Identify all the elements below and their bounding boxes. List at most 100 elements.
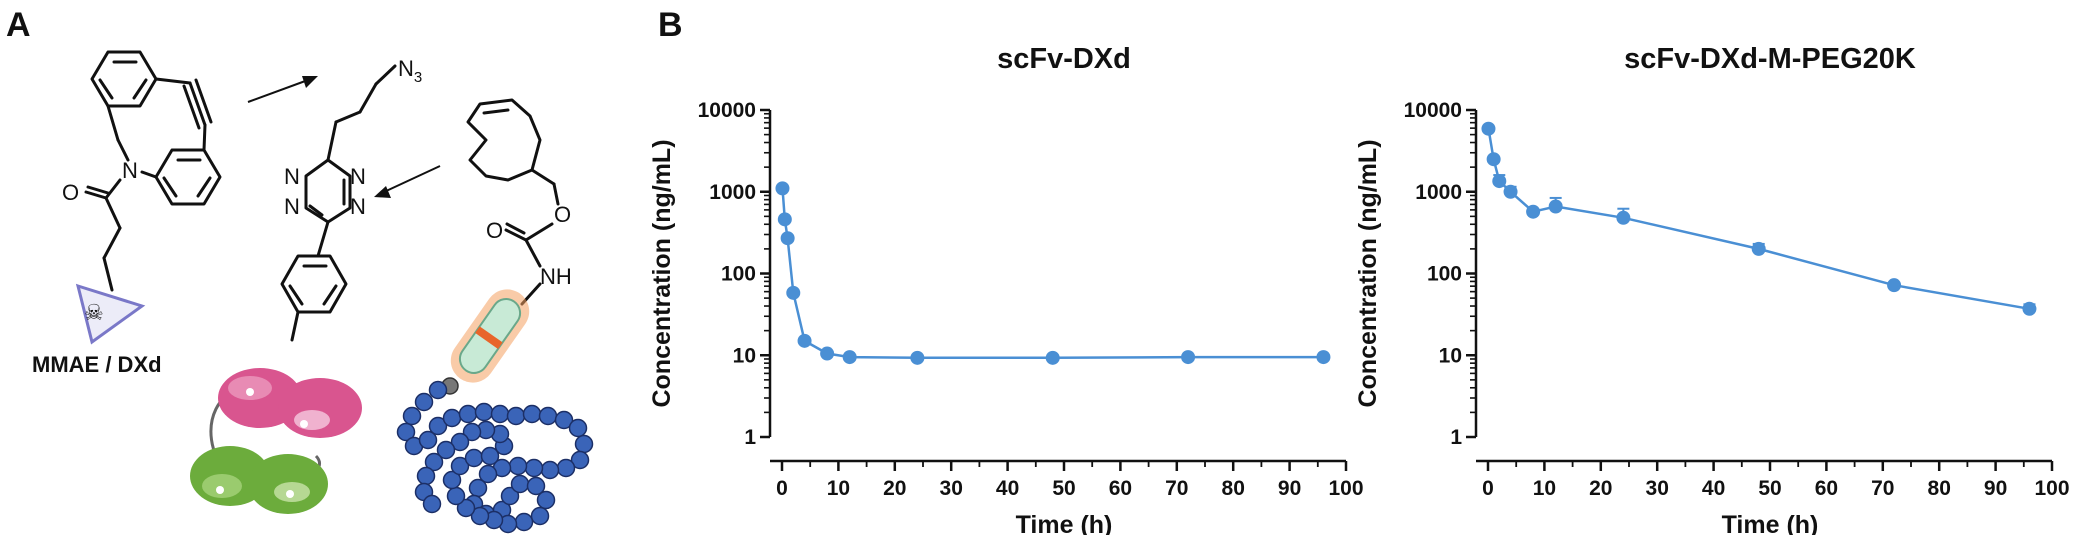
data-point — [1316, 350, 1331, 365]
peg-bead — [514, 512, 534, 532]
peg-chain-icon — [396, 380, 594, 534]
peg-bead — [402, 406, 422, 426]
drug-label: MMAE / DXd — [32, 352, 162, 377]
y-axis: 1 10 100 1000 10000 Concentration (ng/mL) — [648, 99, 772, 449]
data-point — [797, 333, 812, 348]
skull-icon: ☠ — [84, 301, 104, 326]
data-series — [775, 181, 1331, 365]
data-point — [2022, 301, 2037, 316]
peg-bead — [468, 478, 488, 498]
data-point — [775, 181, 790, 196]
x-tick-label: 0 — [1482, 477, 1494, 500]
x-tick-label: 100 — [2034, 477, 2069, 500]
y-tick-label: 100 — [1427, 263, 1462, 286]
x-tick-label: 70 — [1871, 477, 1894, 500]
tetrazine-n4: N — [350, 194, 366, 219]
panel-a-letter: A — [6, 6, 31, 44]
peg-bead — [450, 432, 470, 452]
peg-bead — [538, 406, 558, 426]
data-point — [910, 350, 925, 365]
panel-b-letter: B — [658, 6, 683, 44]
data-point — [820, 346, 835, 361]
data-point — [1887, 278, 1902, 293]
x-tick-label: 0 — [776, 477, 788, 500]
x-tick-label: 90 — [1278, 477, 1301, 500]
tetrazine-n2: N — [284, 194, 300, 219]
peg-bead — [424, 452, 444, 472]
data-point — [1481, 121, 1496, 136]
y-tick-label: 1000 — [1415, 181, 1462, 204]
peg-bead — [396, 422, 416, 442]
data-point — [780, 231, 795, 246]
scfv-antibody-icon — [190, 368, 362, 514]
data-point — [1526, 204, 1541, 219]
azide-label: N3 — [398, 56, 422, 86]
x-axis: 0 10 20 30 40 50 60 70 80 90 100 Time (h) — [770, 459, 1364, 535]
x-tick-label: 40 — [996, 477, 1019, 500]
peg-bead — [470, 506, 490, 526]
x-tick-label: 60 — [1109, 477, 1132, 500]
x-tick-label: 80 — [1928, 477, 1951, 500]
peg-bead — [490, 404, 510, 424]
peg-bead — [474, 402, 494, 422]
data-point — [786, 285, 801, 300]
peg-bead — [522, 404, 542, 424]
peg-bead — [414, 392, 434, 412]
y-tick-label: 10000 — [1404, 99, 1462, 122]
x-tick-label: 10 — [827, 477, 850, 500]
x-tick-label: 50 — [1052, 477, 1075, 500]
y-tick-label: 10 — [733, 344, 756, 367]
peg-bead — [416, 466, 436, 486]
dbco-structure: N O — [62, 50, 222, 292]
arrow-icon-upper — [247, 76, 318, 103]
data-point — [1548, 199, 1563, 214]
arrow-icon-lower — [374, 165, 441, 198]
x-axis-label: Time (h) — [1016, 511, 1113, 535]
peg-bead — [458, 404, 478, 424]
series-line — [1487, 128, 2030, 311]
x-tick-label: 50 — [1758, 477, 1781, 500]
ester-oxygen-label: O — [554, 202, 571, 227]
peg-bead — [436, 440, 456, 460]
peg-bead — [418, 430, 438, 450]
data-point — [1616, 210, 1631, 225]
dbco-nitrogen-label: N — [122, 158, 138, 183]
x-tick-label: 20 — [1589, 477, 1612, 500]
data-point — [1181, 350, 1196, 365]
phenyl-ring — [280, 254, 348, 314]
y-tick-label: 10000 — [698, 99, 756, 122]
x-axis-label: Time (h) — [1722, 511, 1819, 535]
data-series — [1481, 121, 2037, 316]
peg-bead — [456, 498, 476, 518]
x-tick-label: 20 — [883, 477, 906, 500]
peg-bead — [428, 380, 448, 400]
peg-bead — [428, 416, 448, 436]
carbamate-oxygen-label: O — [486, 218, 503, 243]
peg-bead — [506, 406, 526, 426]
dbco-upper-ring — [90, 50, 158, 108]
y-tick-label: 1 — [1450, 426, 1462, 449]
peg-bead — [462, 422, 482, 442]
x-tick-label: 80 — [1222, 477, 1245, 500]
peg-bead — [530, 506, 550, 526]
x-tick-label: 10 — [1533, 477, 1556, 500]
peg-bead — [422, 494, 442, 514]
peg-bead — [508, 456, 528, 476]
data-point — [1486, 152, 1501, 167]
tetrazine-structure: N3 — [280, 56, 422, 342]
x-tick-label: 30 — [1646, 477, 1669, 500]
peg-bead — [526, 476, 546, 496]
data-point — [1751, 241, 1766, 256]
x-tick-label: 90 — [1984, 477, 2007, 500]
peg-bead — [442, 470, 462, 490]
peg-bead — [524, 458, 544, 478]
data-point — [1045, 350, 1060, 365]
y-tick-label: 100 — [721, 263, 756, 286]
peg-bead — [464, 448, 484, 468]
peg-bead — [568, 418, 588, 438]
chart-scfv-dxd-m-peg20k: scFv-DXd-M-PEG20K110100100010000Concentr… — [1354, 43, 2070, 535]
drug-payload-triangle: ☠ — [75, 283, 146, 345]
carbonyl-oxygen-label: O — [62, 180, 79, 205]
